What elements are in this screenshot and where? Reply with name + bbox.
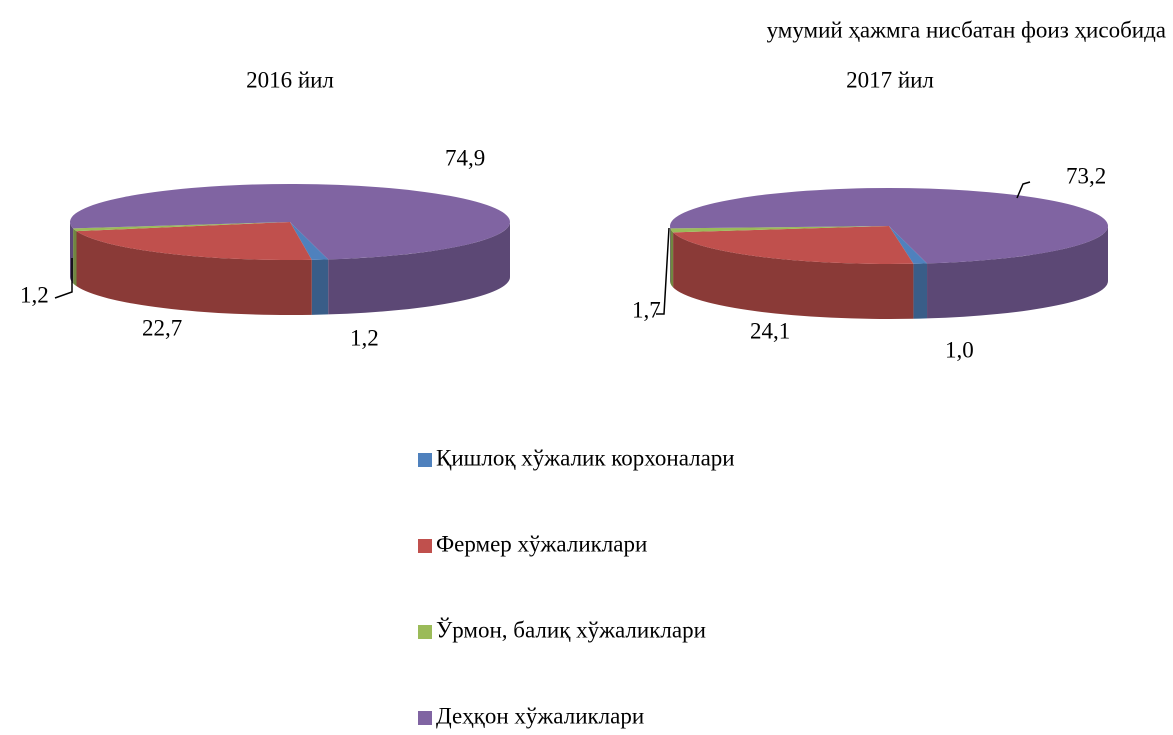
pie-slice-side [328,222,510,315]
pie-slice [290,222,329,260]
pie-slice [76,222,312,260]
pie-slice-side [73,228,77,287]
legend-swatch [418,711,432,725]
data-label: 24,1 [750,318,790,343]
pie-slice-side [311,259,329,315]
pie-slice [670,226,889,233]
pie-slice [673,226,914,264]
leader-line [656,227,670,315]
legend-swatch [418,539,432,553]
pie-slice [670,188,1108,264]
leader-line [1016,181,1031,199]
data-label: 1,2 [350,325,379,350]
pie-slice-side [673,232,914,319]
data-label: 1,0 [945,337,974,362]
pie-slice [70,183,510,260]
data-label: 74,9 [445,145,485,170]
chart-subtitle: умумий ҳажмга нисбатан фоиз ҳисобида [767,17,1166,42]
leader-line [54,258,73,299]
data-label: 1,7 [632,297,661,322]
legend-swatch [418,625,432,639]
pie-slice-side [913,263,928,319]
data-label: 22,7 [142,315,182,340]
chart-title: 2016 йил [246,67,334,92]
legend-label: Деҳқон хўжаликлари [436,703,644,728]
pie-slice [73,222,290,232]
pie-slice-side [927,226,1108,319]
data-label: 1,2 [20,282,49,307]
data-label: 73,2 [1066,163,1106,188]
legend-label: Қишлоқ хўжалик корхоналари [436,445,735,470]
legend-label: Фермер хўжаликлари [436,531,647,556]
pie-slice-side [76,231,312,315]
pie-slice [889,226,928,264]
legend-label: Ўрмон, балиқ хўжаликлари [436,617,706,642]
pie-slice-side [670,228,674,288]
legend-swatch [418,453,432,467]
chart-title: 2017 йил [846,67,934,92]
